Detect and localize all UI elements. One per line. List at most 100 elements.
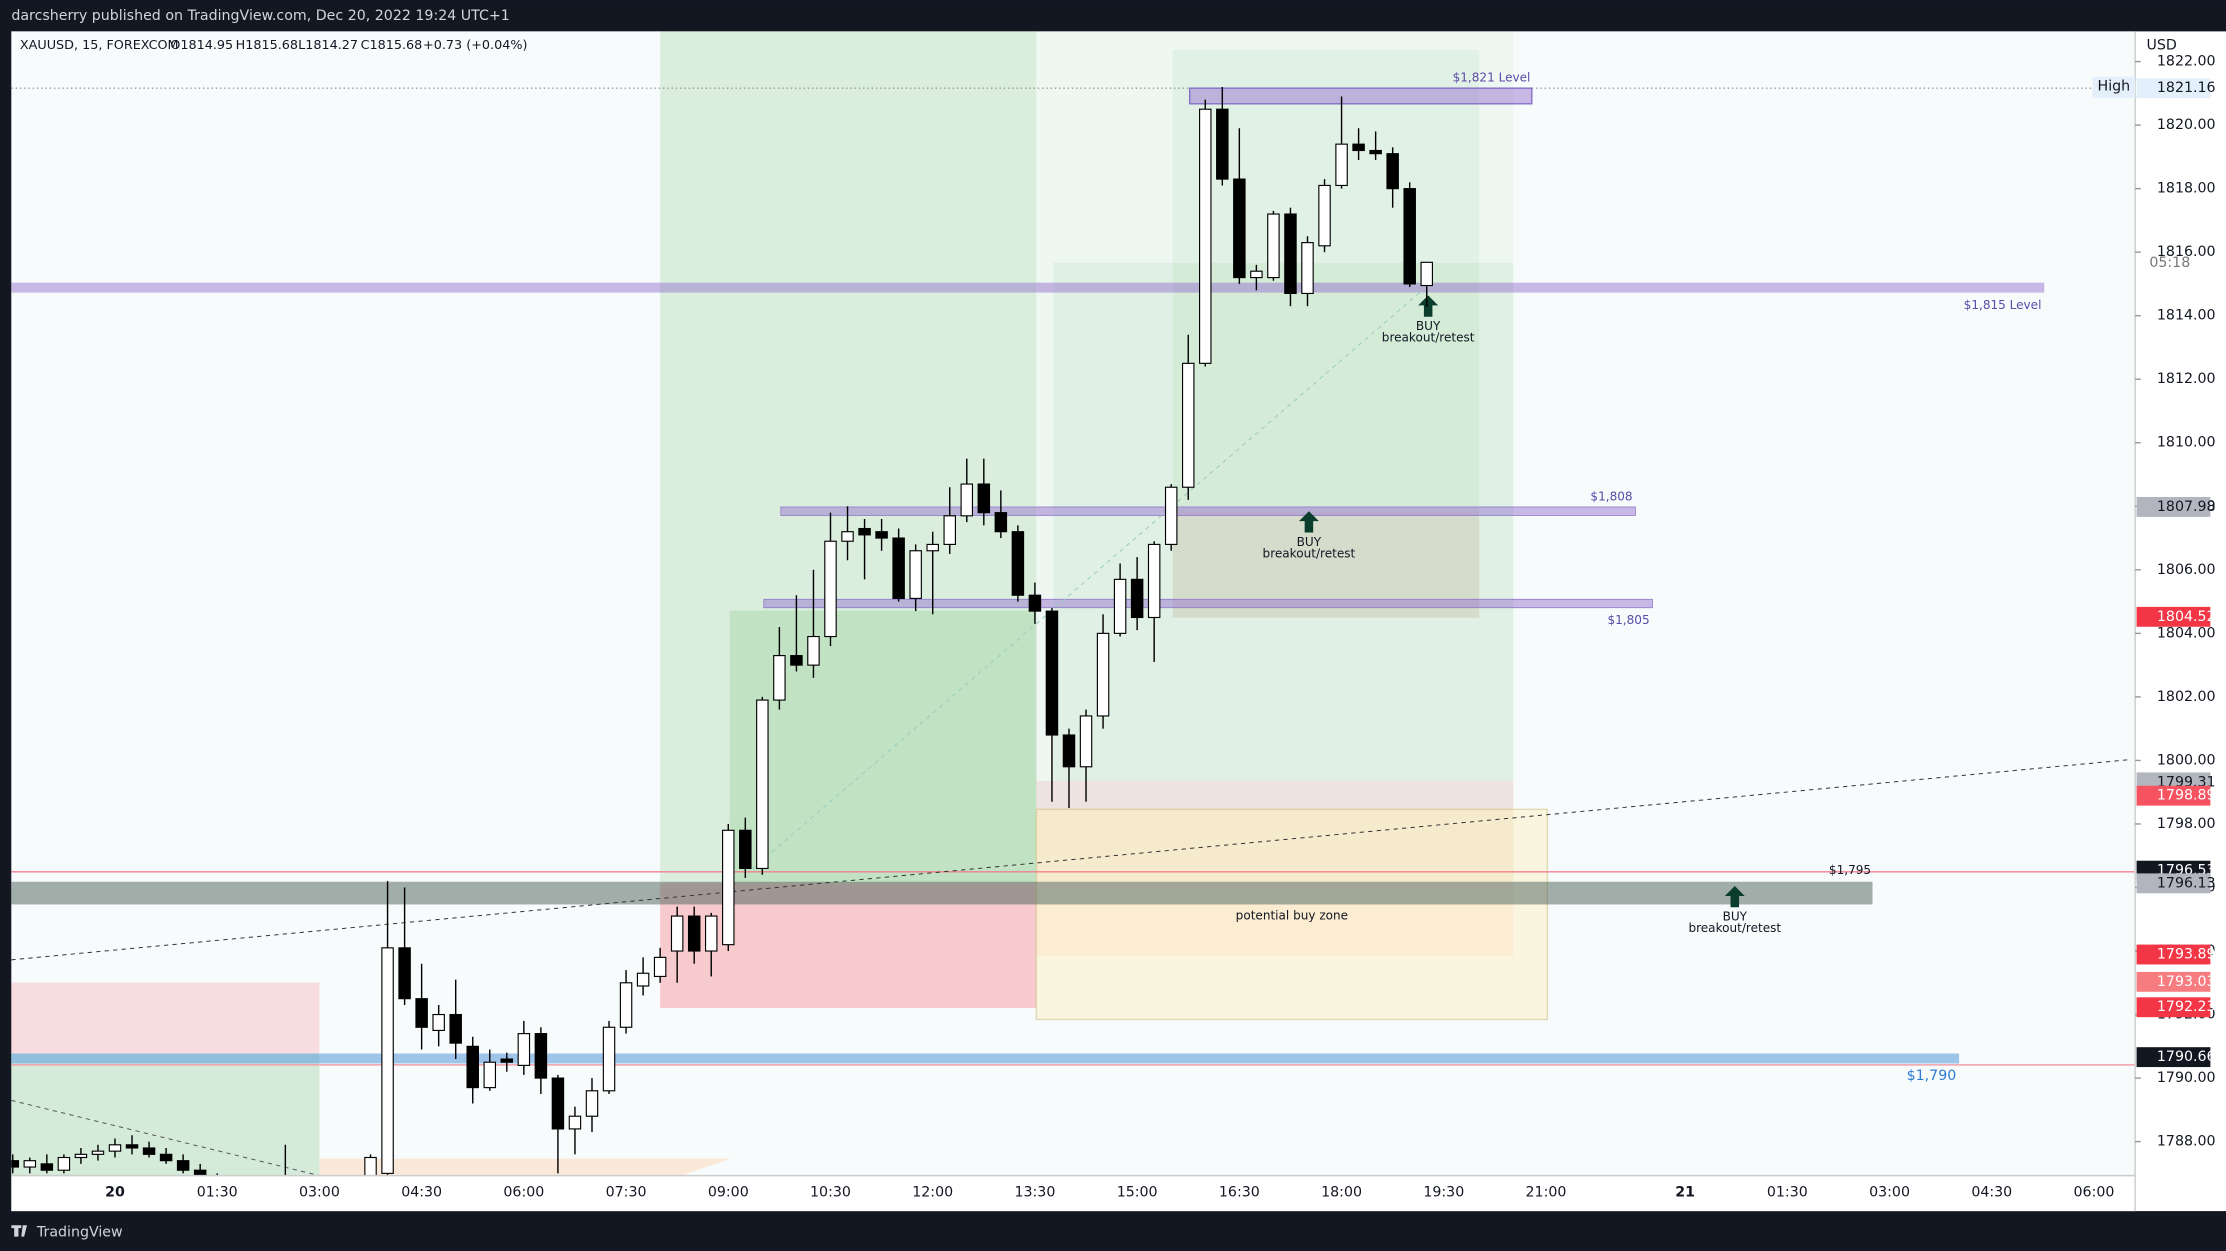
candle-body bbox=[551, 1077, 565, 1130]
candle-body bbox=[756, 699, 769, 869]
target-zone bbox=[729, 610, 1037, 884]
y-tick-label: 1822.00 bbox=[2157, 54, 2216, 70]
price-tag-label: 1793.03 bbox=[2157, 974, 2216, 990]
y-tick-label: 1814.00 bbox=[2157, 308, 2216, 324]
level-label: $1,821 Level bbox=[1453, 71, 1531, 85]
price-tag-label: 1792.23 bbox=[2157, 999, 2216, 1015]
candle-body bbox=[807, 635, 820, 666]
candle-body bbox=[11, 1160, 20, 1168]
price-tag-label: 1798.89 bbox=[2157, 788, 2216, 804]
ohlc: +0.73 (+0.04%) bbox=[423, 38, 527, 53]
candle-body bbox=[773, 655, 786, 701]
y-tick-label: 1818.00 bbox=[2157, 181, 2216, 197]
price-tag bbox=[2136, 606, 2211, 627]
candle-body bbox=[994, 512, 1008, 533]
buy-arrow bbox=[1418, 295, 1439, 317]
level-band bbox=[11, 1053, 1960, 1064]
x-tick-label: 15:00 bbox=[1117, 1185, 1158, 1201]
candle-body bbox=[943, 515, 956, 545]
candle-body bbox=[568, 1115, 582, 1130]
buy-arrow bbox=[1724, 886, 1745, 908]
level-label: $1,805 bbox=[1607, 613, 1649, 627]
buy-note: breakout/retest bbox=[1688, 921, 1781, 935]
price-tag bbox=[2136, 971, 2211, 992]
candle-body bbox=[364, 1156, 377, 1176]
candle-body bbox=[1250, 270, 1263, 279]
target-zone bbox=[1036, 31, 1514, 884]
buy-title: BUY bbox=[1416, 319, 1441, 333]
level-band bbox=[11, 881, 1873, 905]
y-tick-label: 1790.00 bbox=[2157, 1070, 2216, 1086]
x-tick-label: 01:30 bbox=[1767, 1185, 1808, 1201]
level-label: $1,808 bbox=[1590, 490, 1632, 504]
candle-body bbox=[534, 1033, 548, 1079]
y-tick-label: 1798.00 bbox=[2157, 816, 2216, 832]
stop-zone bbox=[1036, 780, 1514, 810]
candle-body bbox=[1267, 213, 1280, 279]
price-tag-label: 1793.89 bbox=[2157, 947, 2216, 963]
candle-body bbox=[1352, 143, 1365, 152]
candle-body bbox=[40, 1163, 54, 1171]
candle-body bbox=[790, 655, 803, 666]
target-zone bbox=[660, 31, 1037, 884]
candle-body bbox=[1284, 213, 1297, 295]
candle-body bbox=[824, 540, 837, 638]
x-tick-label: 16:30 bbox=[1219, 1185, 1260, 1201]
candle-body bbox=[1233, 178, 1246, 279]
x-tick-label: 03:00 bbox=[1869, 1185, 1910, 1201]
y-tick-label: 1788.00 bbox=[2157, 1134, 2216, 1150]
candle-body bbox=[517, 1033, 531, 1066]
x-tick-label: 07:30 bbox=[606, 1185, 647, 1201]
candle-body bbox=[585, 1090, 599, 1117]
logo bbox=[11, 1225, 27, 1237]
candle-body bbox=[1386, 153, 1399, 190]
level-label: $1,795 bbox=[1829, 863, 1871, 877]
level-band bbox=[1188, 87, 1533, 105]
candle-body bbox=[722, 829, 735, 946]
candle-body bbox=[977, 483, 991, 514]
candle-body bbox=[432, 1013, 445, 1032]
candle-body bbox=[23, 1160, 37, 1168]
candle-body bbox=[74, 1153, 88, 1159]
candle-body bbox=[875, 531, 888, 539]
candle-body bbox=[1079, 715, 1093, 768]
candle-body bbox=[1164, 486, 1178, 545]
candle-body bbox=[1301, 242, 1314, 295]
high-label: High bbox=[2098, 79, 2131, 95]
candle-body bbox=[858, 527, 871, 536]
candles bbox=[11, 86, 1433, 1176]
candle-body bbox=[926, 543, 939, 552]
candle-body bbox=[619, 982, 633, 1028]
candle-body bbox=[57, 1156, 71, 1171]
price-tag bbox=[2136, 944, 2211, 965]
y-tick-label: 1802.00 bbox=[2157, 689, 2216, 705]
high-tag bbox=[2092, 76, 2136, 99]
ohlc: O1814.95 bbox=[170, 38, 233, 53]
ohlc: H1815.68 bbox=[236, 38, 298, 53]
footer: TradingView bbox=[36, 1224, 123, 1240]
candle-body bbox=[1045, 610, 1059, 736]
candle-body bbox=[1403, 188, 1416, 285]
candle-body bbox=[125, 1144, 139, 1149]
x-tick-label: 06:00 bbox=[503, 1185, 544, 1201]
price-tag-label: 1807.98 bbox=[2157, 499, 2216, 515]
y-tick-label: 1820.00 bbox=[2157, 117, 2216, 133]
candle-body bbox=[483, 1061, 497, 1089]
candle-body bbox=[892, 537, 905, 599]
x-tick-label: 01:30 bbox=[197, 1185, 238, 1201]
price-tag-label: 1821.16 bbox=[2157, 80, 2216, 96]
x-tick-label: 19:30 bbox=[1423, 1185, 1464, 1201]
candle-body bbox=[1199, 108, 1212, 364]
y-tick-label: 1806.00 bbox=[2157, 562, 2216, 578]
candle-body bbox=[687, 915, 701, 952]
price-tag-label: 1796.13 bbox=[2157, 875, 2216, 891]
price-tag-label: 1790.66 bbox=[2157, 1049, 2216, 1065]
trend-line bbox=[11, 759, 2130, 961]
price-tag bbox=[2136, 78, 2211, 99]
candle-body bbox=[739, 829, 752, 869]
candle-body bbox=[449, 1013, 462, 1044]
x-tick-label: 13:30 bbox=[1014, 1185, 1055, 1201]
candle-body bbox=[1216, 108, 1229, 180]
x-tick-label: 09:00 bbox=[708, 1185, 749, 1201]
